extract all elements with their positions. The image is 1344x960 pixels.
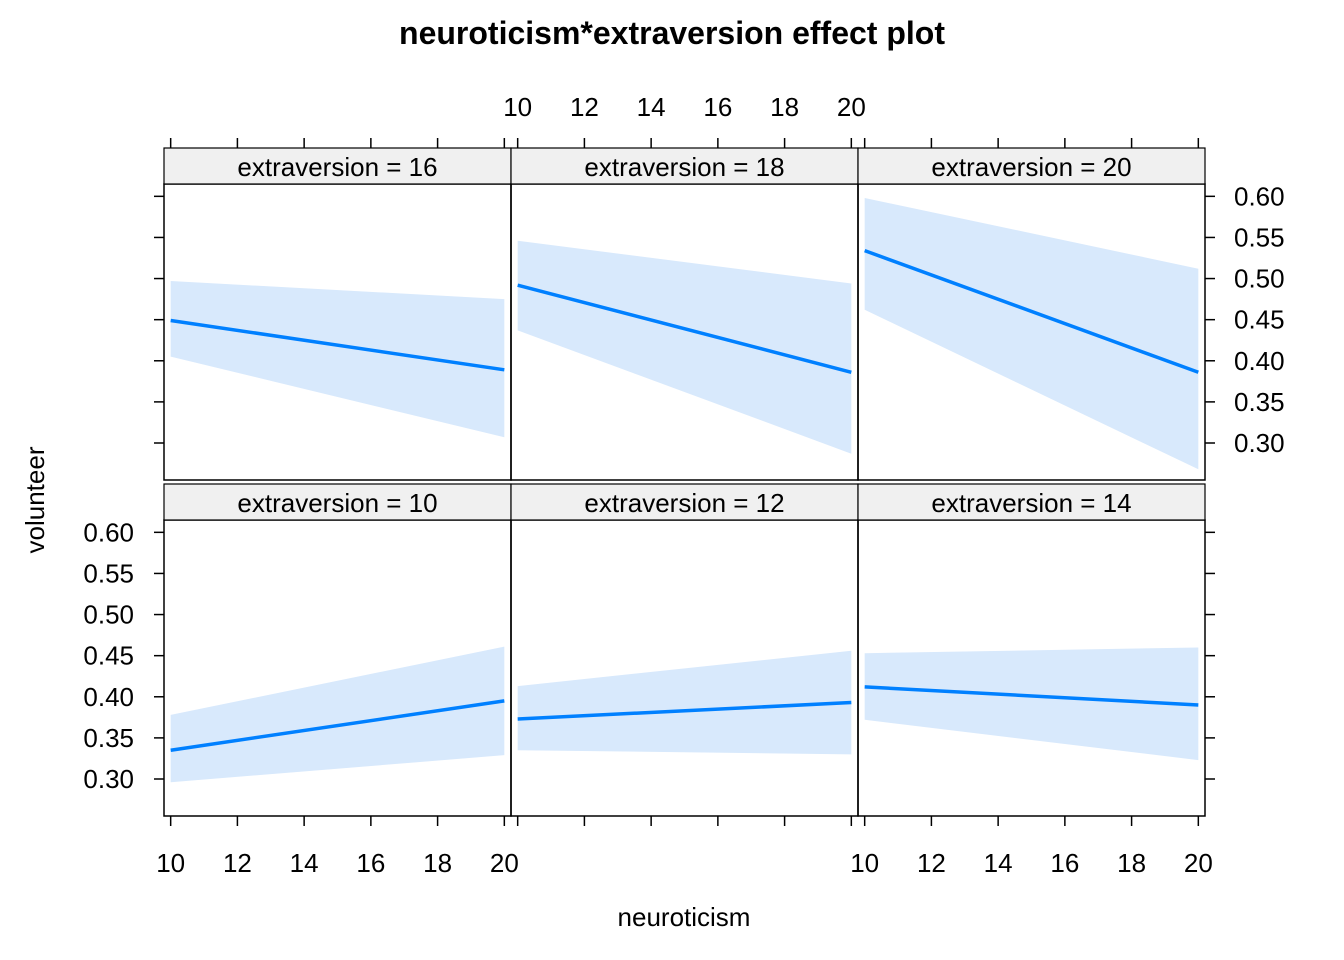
strip-background — [163, 483, 512, 521]
x-tick-label: 16 — [356, 848, 385, 878]
y-tick-label: 0.30 — [83, 764, 134, 794]
confidence-band — [517, 650, 852, 755]
y-tick-label: 0.50 — [83, 600, 134, 630]
x-tick-label: 12 — [570, 92, 599, 122]
x-tick-label: 16 — [703, 92, 732, 122]
strip-background — [857, 147, 1206, 185]
panel: extraversion = 12 — [510, 483, 859, 817]
strip-label: extraversion = 16 — [237, 152, 437, 182]
confidence-band — [517, 240, 852, 454]
y-tick-label: 0.30 — [1234, 428, 1285, 458]
panel: extraversion = 18 — [510, 147, 859, 481]
strip-background — [510, 147, 859, 185]
x-tick-label: 18 — [770, 92, 799, 122]
fit-line — [517, 700, 852, 721]
x-tick-label: 14 — [290, 848, 319, 878]
panel: extraversion = 20 — [857, 147, 1206, 481]
y-tick-label: 0.55 — [83, 558, 134, 588]
x-tick-label: 14 — [984, 848, 1013, 878]
x-tick-label: 10 — [156, 848, 185, 878]
strip-background — [510, 483, 859, 521]
y-tick-label: 0.60 — [1234, 181, 1285, 211]
y-tick-label: 0.40 — [83, 682, 134, 712]
y-tick-label: 0.35 — [83, 723, 134, 753]
y-tick-label: 0.45 — [83, 641, 134, 671]
x-tick-label: 10 — [503, 92, 532, 122]
x-tick-label: 16 — [1050, 848, 1079, 878]
strip-label: extraversion = 18 — [584, 152, 784, 182]
panel-grid: extraversion = 16 extraversion = 18 10 12 14… — [83, 92, 1284, 878]
y-tick-label: 0.55 — [1234, 222, 1285, 252]
strip-label: extraversion = 20 — [931, 152, 1131, 182]
y-axis-label: volunteer — [20, 446, 50, 553]
fit-line — [170, 318, 505, 372]
x-tick-label: 12 — [917, 848, 946, 878]
strip-label: extraversion = 14 — [931, 488, 1131, 518]
y-tick-label: 0.40 — [1234, 346, 1285, 376]
confidence-band — [864, 647, 1199, 761]
confidence-band — [170, 646, 505, 783]
x-tick-label: 14 — [637, 92, 666, 122]
x-axis-label: neuroticism — [618, 902, 751, 932]
panel: extraversion = 10 — [163, 483, 512, 817]
fit-line — [517, 283, 852, 374]
strip-background — [163, 147, 512, 185]
y-tick-label: 0.35 — [1234, 387, 1285, 417]
x-tick-label: 20 — [490, 848, 519, 878]
fit-line — [864, 248, 1199, 374]
fit-line — [864, 685, 1199, 707]
fit-line — [170, 699, 505, 752]
strip-label: extraversion = 10 — [237, 488, 437, 518]
x-tick-label: 18 — [423, 848, 452, 878]
panel: extraversion = 16 — [163, 147, 512, 481]
strip-background — [857, 483, 1206, 521]
panel: extraversion = 14 — [857, 483, 1206, 817]
y-tick-label: 0.50 — [1234, 264, 1285, 294]
chart-title: neuroticism*extraversion effect plot — [399, 15, 945, 51]
confidence-band — [170, 281, 505, 438]
x-tick-label: 20 — [837, 92, 866, 122]
strip-label: extraversion = 12 — [584, 488, 784, 518]
y-tick-label: 0.60 — [83, 517, 134, 547]
confidence-band — [864, 197, 1199, 470]
x-tick-label: 20 — [1184, 848, 1213, 878]
x-tick-label: 12 — [223, 848, 252, 878]
x-tick-label: 18 — [1117, 848, 1146, 878]
x-tick-label: 10 — [850, 848, 879, 878]
y-tick-label: 0.45 — [1234, 305, 1285, 335]
